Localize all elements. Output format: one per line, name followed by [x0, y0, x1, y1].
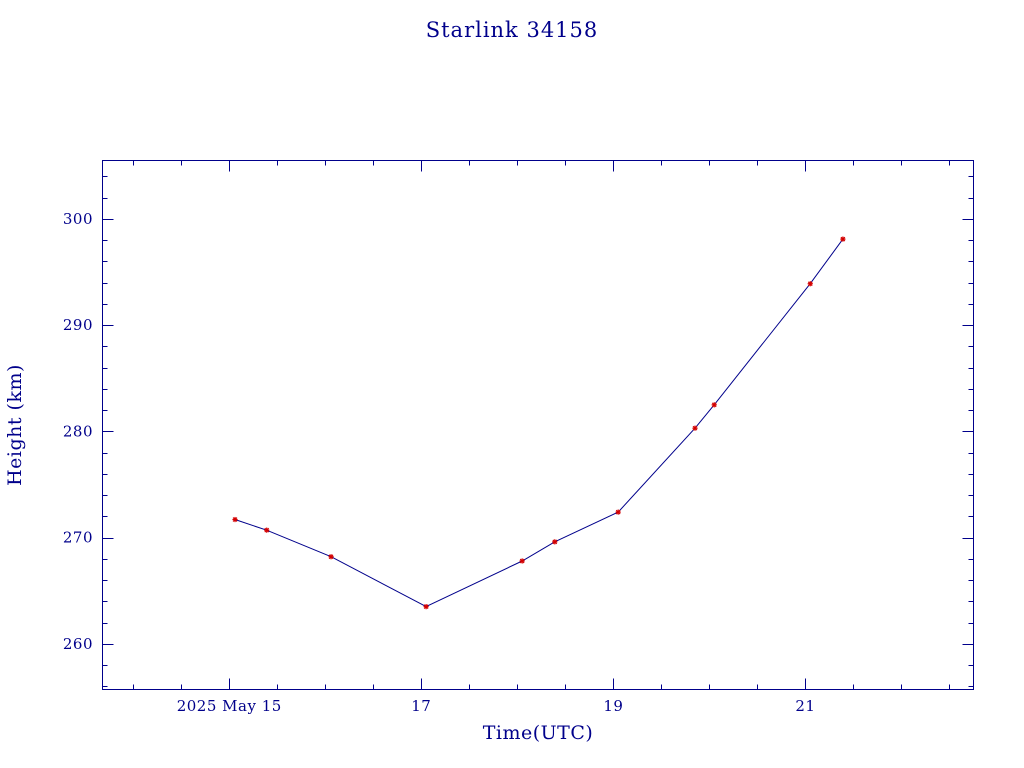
series-markers — [232, 236, 846, 610]
plot-frame — [102, 160, 974, 690]
y-tick-label: 300 — [63, 210, 93, 228]
x-axis-tick-labels: 2025 May 15 17 19 21 — [177, 697, 815, 715]
x-tick-label: 21 — [795, 697, 815, 715]
x-tick-label: 17 — [411, 697, 431, 715]
series-line — [234, 238, 844, 608]
data-point — [615, 509, 621, 515]
y-tick-label: 270 — [63, 529, 93, 547]
data-point — [519, 558, 525, 564]
y-axis-tick-labels: 260 270 280 290 300 — [63, 210, 93, 653]
data-point — [692, 425, 698, 431]
data-point — [840, 236, 846, 242]
x-axis-label: Time(UTC) — [483, 722, 594, 744]
series-lines — [234, 238, 844, 608]
y-axis-label: Height (km) — [4, 364, 26, 486]
data-point — [423, 604, 429, 610]
data-point — [552, 539, 558, 545]
data-point — [232, 516, 238, 523]
y-tick-label: 280 — [63, 422, 93, 440]
x-axis-ticks — [133, 160, 950, 690]
data-point — [711, 402, 717, 408]
chart-title: Starlink 34158 — [426, 18, 599, 42]
y-tick-label: 290 — [63, 316, 93, 334]
data-point — [807, 281, 813, 287]
x-tick-label: 19 — [603, 697, 623, 715]
x-tick-label: 2025 May 15 — [177, 697, 282, 715]
y-axis-ticks — [102, 176, 974, 687]
data-point — [328, 554, 334, 560]
data-point — [264, 527, 270, 533]
y-tick-label: 260 — [63, 635, 93, 653]
